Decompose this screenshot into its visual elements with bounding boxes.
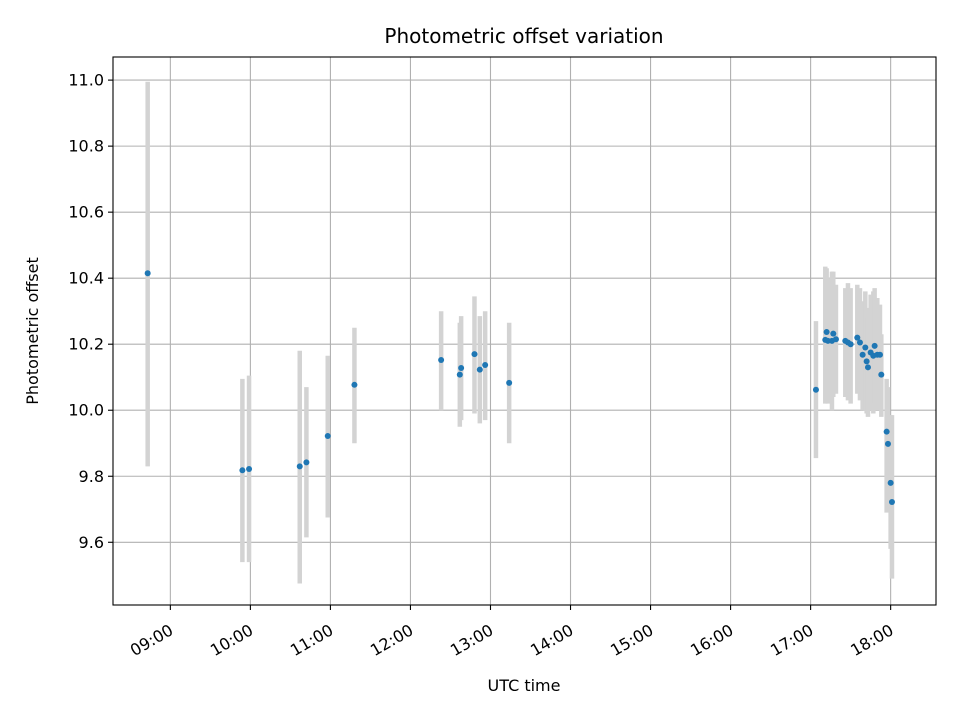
data-point bbox=[303, 459, 310, 466]
y-tick-label: 10.8 bbox=[68, 137, 104, 156]
data-point bbox=[351, 381, 358, 388]
data-point bbox=[854, 334, 861, 341]
data-point bbox=[884, 440, 891, 447]
data-point bbox=[482, 362, 489, 369]
data-point bbox=[871, 342, 878, 349]
plot-frame bbox=[112, 56, 937, 606]
data-point bbox=[876, 351, 883, 358]
data-point bbox=[239, 467, 246, 474]
data-point bbox=[476, 366, 483, 373]
chart-title: Photometric offset variation bbox=[384, 24, 663, 48]
data-point bbox=[883, 428, 890, 435]
data-point bbox=[506, 379, 513, 386]
data-point bbox=[847, 341, 854, 348]
data-point bbox=[438, 357, 445, 364]
data-point bbox=[830, 330, 837, 337]
y-axis-ticks: 9.6 9.8 10.0 10.2 10.4 10.6 10.8 11.0 bbox=[68, 71, 113, 552]
data-point bbox=[823, 328, 830, 335]
data-point bbox=[878, 371, 885, 378]
data-point bbox=[887, 479, 894, 486]
data-point bbox=[324, 432, 331, 439]
y-axis-label: Photometric offset bbox=[23, 257, 42, 405]
y-tick-label: 10.6 bbox=[68, 203, 104, 222]
data-point bbox=[144, 270, 151, 277]
x-axis-label: UTC time bbox=[488, 676, 561, 695]
y-tick-label: 10.2 bbox=[68, 335, 104, 354]
data-point bbox=[864, 364, 871, 371]
grid bbox=[113, 57, 936, 605]
data-point bbox=[862, 344, 869, 351]
data-point bbox=[458, 364, 465, 371]
y-tick-label: 9.6 bbox=[79, 533, 104, 552]
y-tick-label: 10.0 bbox=[68, 401, 104, 420]
data-point bbox=[456, 371, 463, 378]
data-point bbox=[888, 499, 895, 506]
data-point bbox=[246, 465, 253, 472]
data-point bbox=[859, 351, 866, 358]
data-point bbox=[471, 351, 478, 358]
y-tick-label: 11.0 bbox=[68, 71, 104, 90]
data-points bbox=[144, 270, 895, 506]
y-tick-label: 10.4 bbox=[68, 269, 104, 288]
data-point bbox=[832, 336, 839, 343]
data-point bbox=[812, 386, 819, 393]
data-point bbox=[856, 339, 863, 346]
data-point bbox=[863, 358, 870, 365]
data-point bbox=[296, 463, 303, 470]
y-tick-label: 9.8 bbox=[79, 467, 104, 486]
